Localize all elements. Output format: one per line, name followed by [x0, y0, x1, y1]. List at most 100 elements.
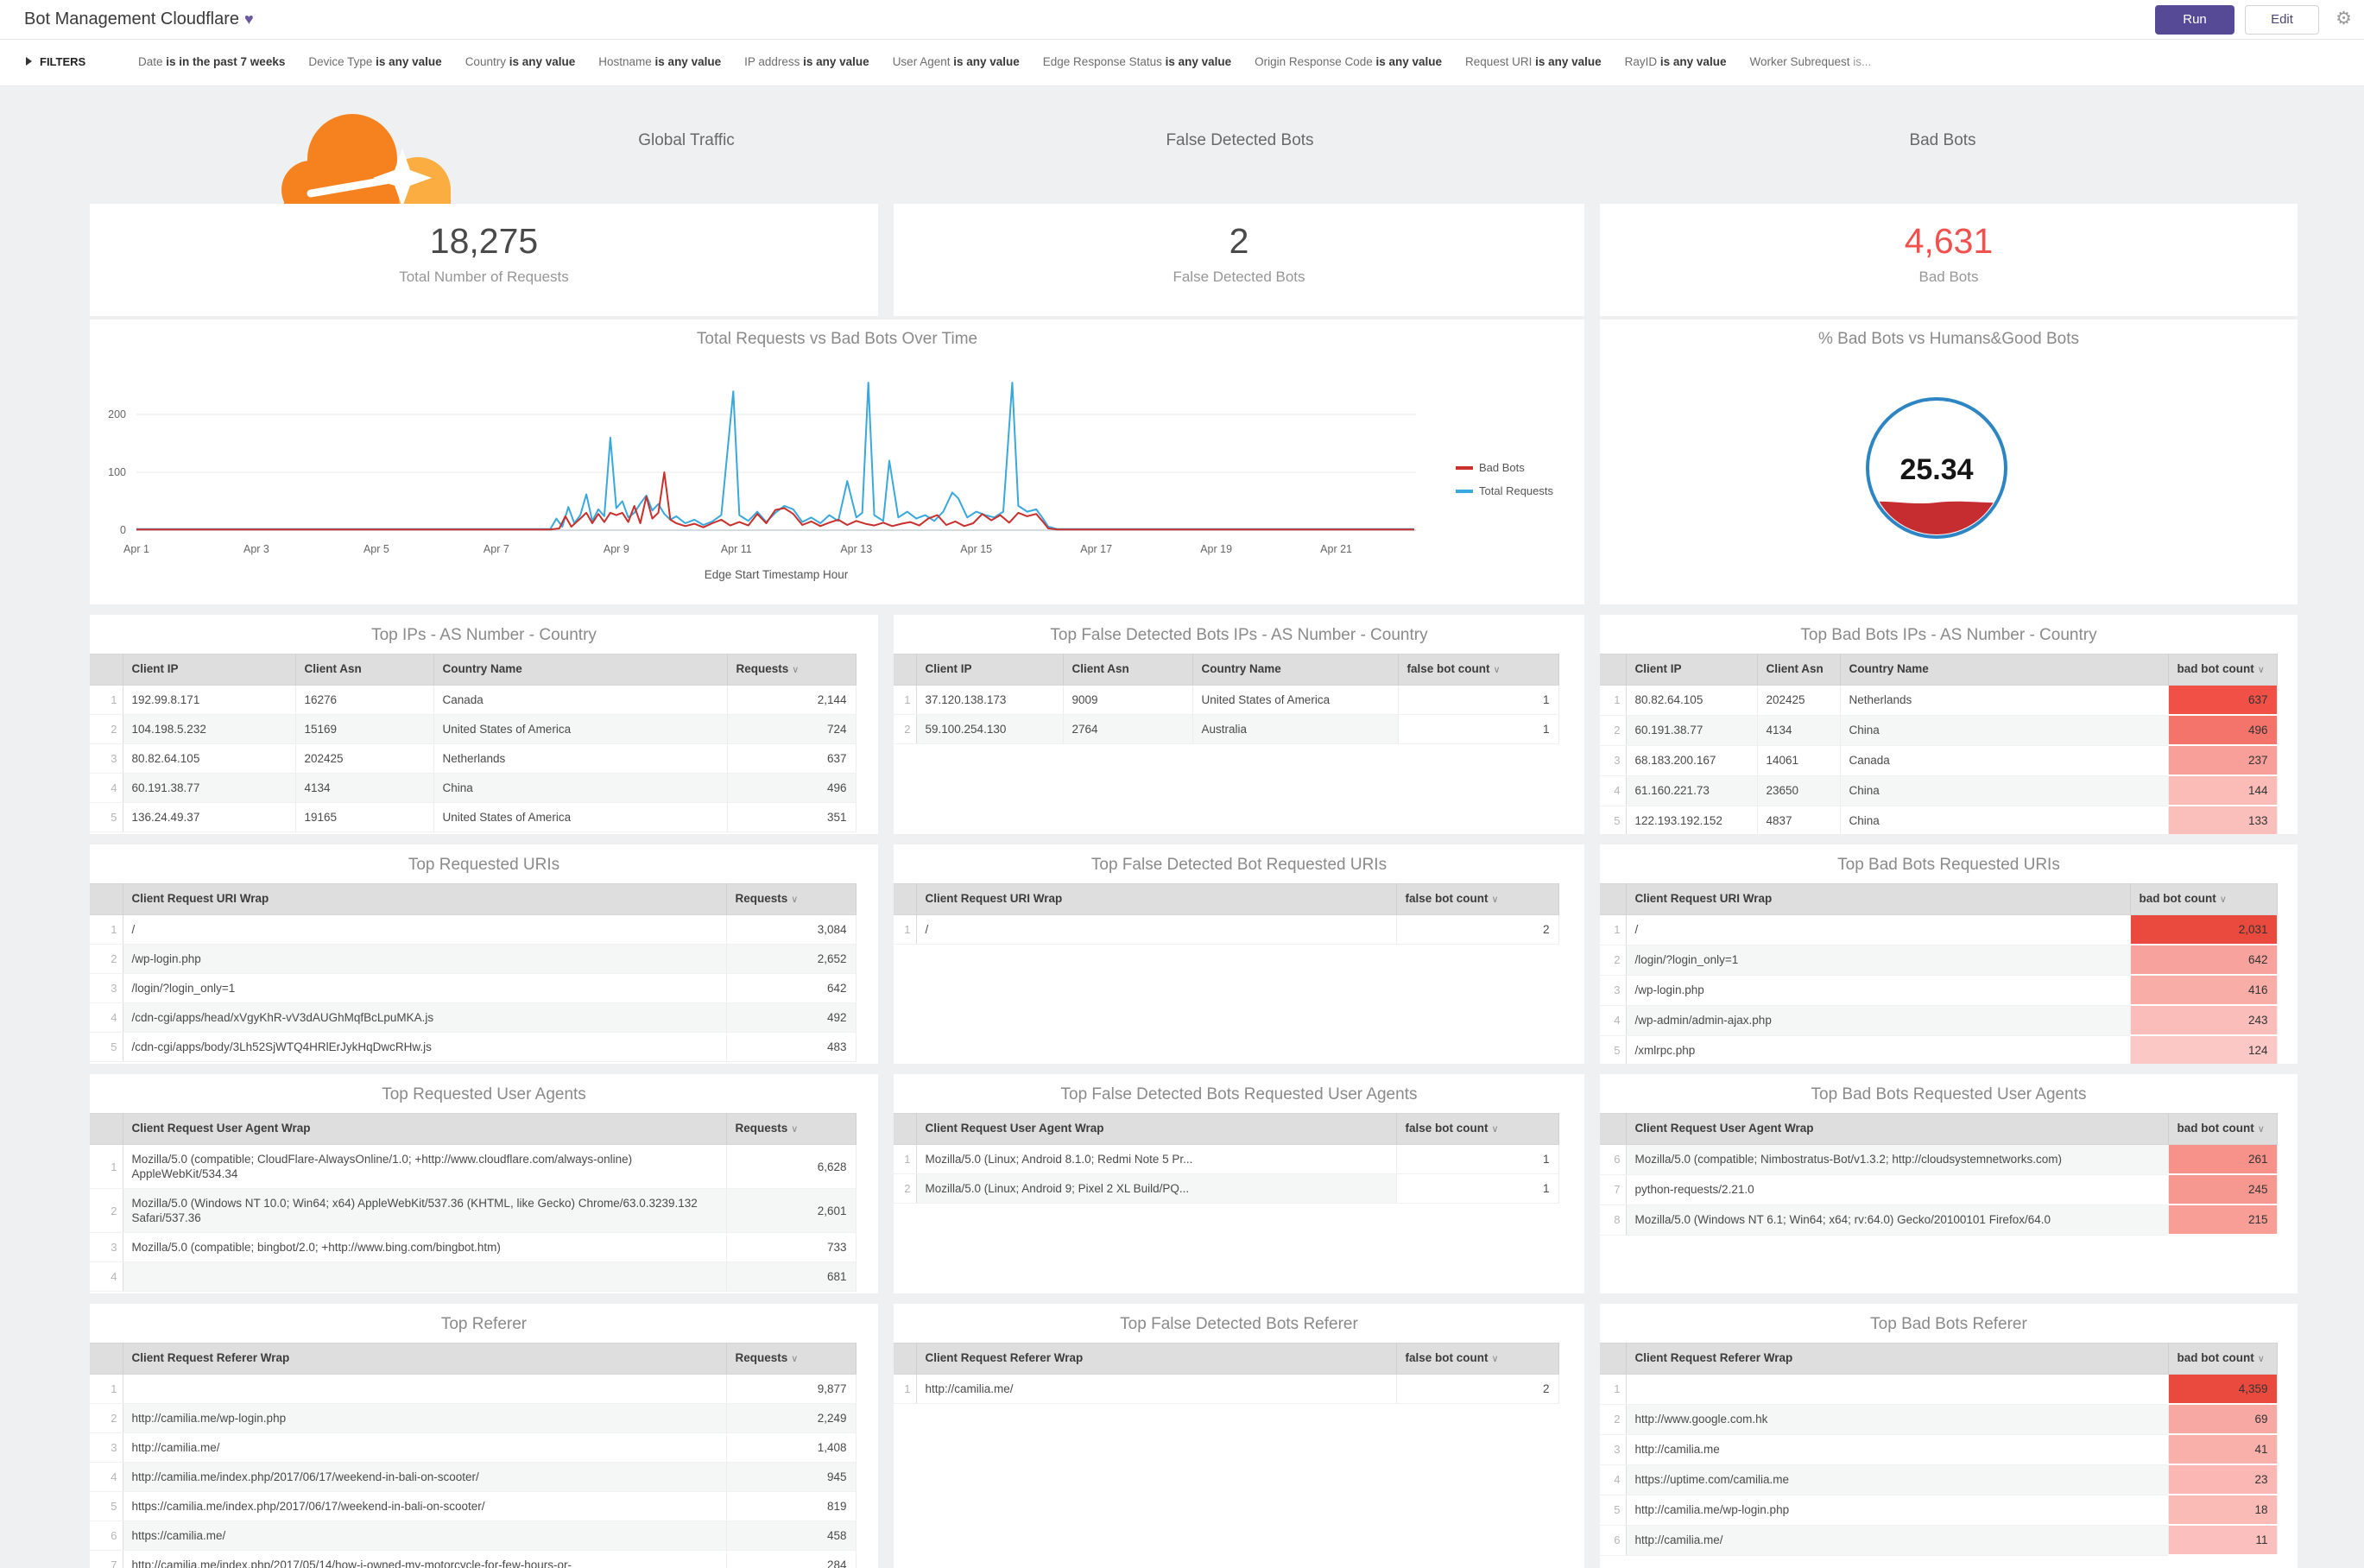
filters-label: FILTERS	[40, 55, 86, 68]
column-header-bad-bot-count[interactable]: bad bot count ∨	[2168, 654, 2278, 686]
filter-item-country[interactable]: Country is any value	[465, 55, 576, 68]
timeseries-chart[interactable]: 0 100 200 Apr 1 Apr 3 Apr 5 Apr 7 Apr 9 Apr 11 Ap…	[90, 319, 1584, 604]
column-header-client-request-referer-wrap[interactable]: Client Request Referer Wrap	[1626, 1343, 2169, 1375]
panel-title: Top False Detected Bot Requested URIs	[1090, 856, 1387, 874]
column-header-client-request-user-agent-wrap[interactable]: Client Request User Agent Wrap	[123, 1113, 727, 1145]
filter-item-device-type[interactable]: Device Type is any value	[308, 55, 442, 68]
data-cell: /	[1626, 914, 2131, 945]
row-number: 5	[90, 802, 123, 832]
table-row: 4 https://uptime.com/camilia.me 23	[1600, 1464, 2278, 1495]
row-number: 6	[1600, 1525, 1627, 1556]
table-row: 2 60.191.38.77 4134 China 496	[1600, 715, 2278, 746]
column-header-country-name[interactable]: Country Name	[1192, 654, 1399, 686]
value-cell: 124	[2130, 1035, 2278, 1064]
column-header-bad-bot-count[interactable]: bad bot count ∨	[2168, 1343, 2278, 1375]
row-number-header	[894, 883, 917, 915]
column-header-client-request-uri-wrap[interactable]: Client Request URI Wrap	[123, 883, 727, 915]
data-cell: Netherlands	[1840, 685, 2169, 716]
edit-button[interactable]: Edit	[2245, 5, 2319, 35]
data-cell: python-requests/2.21.0	[1626, 1174, 2169, 1205]
value-cell: 284	[726, 1550, 856, 1568]
row-number: 1	[1600, 685, 1627, 716]
row-number: 1	[894, 1374, 917, 1404]
column-header-client-request-user-agent-wrap[interactable]: Client Request User Agent Wrap	[1626, 1113, 2169, 1145]
data-cell: United States of America	[1192, 685, 1399, 715]
filter-item-edge-response-status[interactable]: Edge Response Status is any value	[1042, 55, 1232, 68]
panel-title: Top Bad Bots IPs - AS Number - Country	[1800, 626, 2097, 644]
column-header-client-asn[interactable]: Client Asn	[1757, 654, 1841, 686]
column-header-false-bot-count[interactable]: false bot count ∨	[1396, 1343, 1559, 1375]
gear-icon[interactable]: ⚙	[2336, 9, 2352, 28]
column-header-requests[interactable]: Requests ∨	[726, 883, 856, 915]
column-header-client-request-uri-wrap[interactable]: Client Request URI Wrap	[916, 883, 1397, 915]
column-header-country-name[interactable]: Country Name	[1840, 654, 2169, 686]
column-header-client-ip[interactable]: Client IP	[123, 654, 296, 686]
table-row: 3 http://camilia.me/1,408	[90, 1432, 856, 1463]
row-number-header	[1600, 654, 1627, 686]
data-cell: /xmlrpc.php	[1626, 1035, 2131, 1064]
run-button[interactable]: Run	[2155, 5, 2234, 35]
row-number: 3	[1600, 975, 1627, 1006]
filter-item-request-uri[interactable]: Request URI is any value	[1465, 55, 1602, 68]
column-header-false-bot-count[interactable]: false bot count ∨	[1398, 654, 1559, 686]
value-cell: 724	[727, 714, 856, 744]
data-cell: China	[433, 773, 728, 803]
data-cell: Mozilla/5.0 (Windows NT 6.1; Win64; x64;…	[1626, 1204, 2169, 1236]
column-header-client-request-referer-wrap[interactable]: Client Request Referer Wrap	[123, 1343, 727, 1375]
filter-item-date[interactable]: Date is in the past 7 weeks	[138, 55, 286, 68]
filter-item-origin-response-code[interactable]: Origin Response Code is any value	[1255, 55, 1443, 68]
value-cell: 9,877	[726, 1374, 856, 1404]
table-row: 1/2,031	[1600, 914, 2278, 945]
filters-toggle[interactable]: FILTERS	[26, 55, 85, 68]
row-number-header	[1600, 883, 1627, 915]
panel-title: Top False Detected Bots IPs - AS Number …	[1050, 626, 1428, 644]
column-header-client-request-user-agent-wrap[interactable]: Client Request User Agent Wrap	[916, 1113, 1397, 1145]
filter-item-ip-address[interactable]: IP address is any value	[744, 55, 869, 68]
row-number: 2	[1600, 945, 1627, 976]
svg-text:Apr 13: Apr 13	[840, 543, 872, 555]
data-cell: Canada	[433, 685, 728, 715]
column-header-client-ip[interactable]: Client IP	[1626, 654, 1758, 686]
column-header-client-asn[interactable]: Client Asn	[295, 654, 434, 686]
column-header-bad-bot-count[interactable]: bad bot count ∨	[2130, 883, 2278, 915]
kpi-bad-bots-label: Bad Bots	[1918, 269, 1979, 285]
row-number: 6	[90, 1521, 123, 1551]
filter-item-worker-subrequest[interactable]: Worker Subrequest is...	[1749, 55, 1872, 68]
column-header-client-ip[interactable]: Client IP	[916, 654, 1064, 686]
data-cell: 15169	[295, 714, 434, 744]
sort-desc-icon: ∨	[2257, 1354, 2265, 1364]
column-header-country-name[interactable]: Country Name	[433, 654, 728, 686]
sort-desc-icon: ∨	[791, 1354, 799, 1364]
column-header-requests[interactable]: Requests ∨	[726, 1343, 856, 1375]
kpi-false-detected-bots-label: False Detected Bots	[1173, 269, 1305, 285]
data-cell: /wp-login.php	[123, 944, 727, 974]
row-number-header	[90, 1113, 123, 1145]
gauge-value: 25.34	[1899, 453, 1973, 486]
value-cell: 6,628	[726, 1144, 856, 1189]
row-number: 1	[894, 914, 917, 945]
column-header-false-bot-count[interactable]: false bot count ∨	[1396, 883, 1559, 915]
row-number: 3	[90, 973, 123, 1003]
data-cell: 19165	[295, 802, 434, 832]
panel-title: Top False Detected Bots Referer	[1120, 1315, 1358, 1333]
value-cell: 2,601	[726, 1188, 856, 1233]
column-header-client-request-referer-wrap[interactable]: Client Request Referer Wrap	[916, 1343, 1397, 1375]
column-header-false-bot-count[interactable]: false bot count ∨	[1396, 1113, 1559, 1145]
section-header-false-detected-bots: False Detected Bots	[1166, 131, 1314, 149]
column-header-client-request-uri-wrap[interactable]: Client Request URI Wrap	[1626, 883, 2131, 915]
data-cell: http://camilia.me/index.php/2017/05/14/h…	[123, 1550, 727, 1568]
data-cell: China	[1840, 715, 2169, 746]
sort-desc-icon: ∨	[1491, 1354, 1499, 1364]
table-row: 3/login/?login_only=1 642	[90, 973, 856, 1003]
filter-item-hostname[interactable]: Hostname is any value	[598, 55, 722, 68]
filter-item-user-agent[interactable]: User Agent is any value	[892, 55, 1020, 68]
column-header-bad-bot-count[interactable]: bad bot count ∨	[2168, 1113, 2278, 1145]
data-cell	[1626, 1374, 2169, 1405]
filter-item-rayid[interactable]: RayID is any value	[1624, 55, 1727, 68]
column-header-requests[interactable]: Requests ∨	[726, 1113, 856, 1145]
column-header-client-asn[interactable]: Client Asn	[1063, 654, 1193, 686]
row-number: 3	[1600, 745, 1627, 776]
table-row: 3 http://camilia.me 41	[1600, 1434, 2278, 1465]
column-header-requests[interactable]: Requests ∨	[727, 654, 856, 686]
